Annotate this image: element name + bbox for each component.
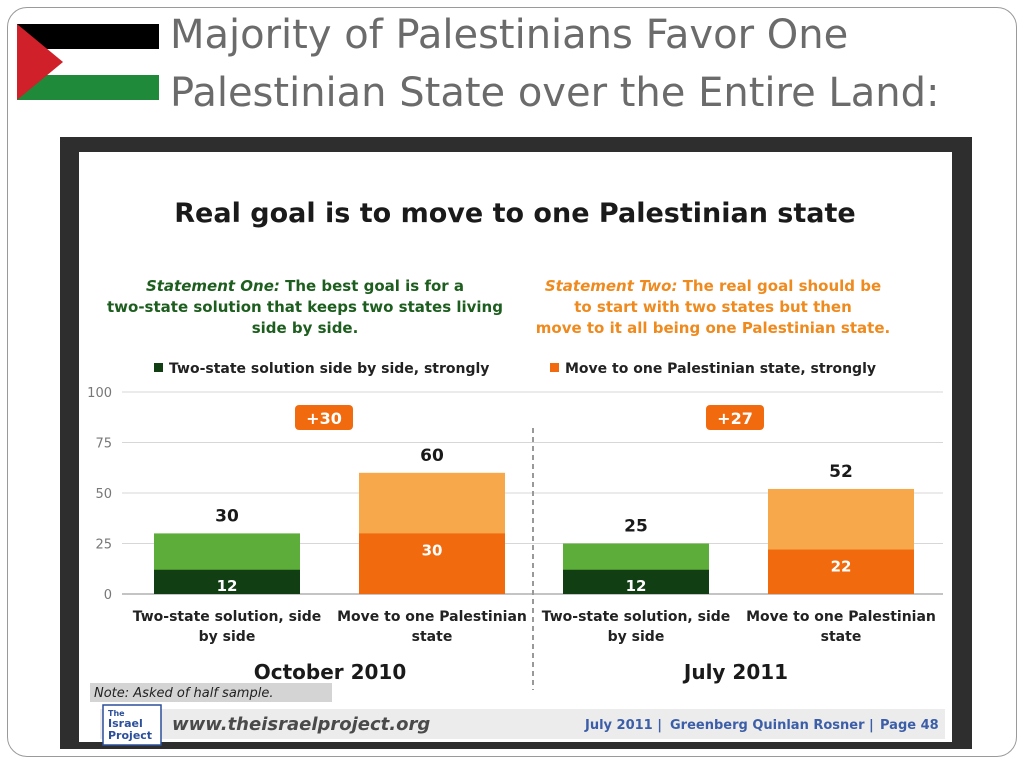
palestinian-flag-icon <box>17 24 159 100</box>
bar-total-label: 30 <box>215 506 239 526</box>
bar-total-label: 25 <box>624 517 648 537</box>
bar-strongly-label: 12 <box>217 577 238 595</box>
bar-total-label: 52 <box>829 462 853 482</box>
chart-panel <box>79 152 952 742</box>
x-category-label: Move to one Palestinian state <box>337 609 527 645</box>
israel-project-logo <box>102 704 162 746</box>
legend-swatch-one-state <box>550 363 559 372</box>
footer-date: July 2011 | <box>584 718 662 733</box>
y-tick-label: 75 <box>95 437 112 452</box>
bar-strongly-label: 30 <box>422 541 443 559</box>
footer-url: www.theisraelproject.org <box>172 714 430 735</box>
logo-text-israel: Israel <box>108 717 143 730</box>
footer-page: Page 48 <box>880 718 939 733</box>
y-tick-label: 100 <box>87 386 112 401</box>
flag-triangle-red <box>17 24 63 100</box>
difference-callout-box <box>706 405 764 430</box>
bar-strongly <box>359 533 505 594</box>
group-label: October 2010 <box>254 660 407 684</box>
bar-strongly <box>563 569 709 594</box>
legend-swatch-two-state <box>154 363 163 372</box>
note-text: Note: Asked of half sample. <box>94 686 273 701</box>
statement-one: Statement One: The best goal is for a two… <box>107 277 503 337</box>
x-category-label: Two-state solution, side by side <box>542 609 731 645</box>
difference-callout-box <box>295 405 353 430</box>
slide-title: Majority of Palestinians Favor One Pales… <box>170 12 940 116</box>
y-tick-label: 25 <box>95 538 112 553</box>
x-category-label: Move to one Palestinian state <box>746 609 936 645</box>
bar-strongly-label: 22 <box>831 558 852 576</box>
chart-title: Real goal is to move to one Palestinian … <box>174 198 855 229</box>
note-box <box>90 683 332 702</box>
footer-source: Greenberg Quinlan Rosner | <box>670 718 874 733</box>
group-label: July 2011 <box>682 660 788 684</box>
legend-label-one-state: Move to one Palestinian state, strongly <box>565 361 876 377</box>
logo-text-project: Project <box>108 729 152 742</box>
y-tick-label: 0 <box>104 588 112 603</box>
difference-callout-label: +27 <box>717 409 753 428</box>
bar-strongly <box>768 549 914 594</box>
bar-total-label: 60 <box>420 446 444 466</box>
bar-strongly-label: 12 <box>626 577 647 595</box>
footer-band <box>100 709 945 739</box>
x-category-label: Two-state solution, side by side <box>133 609 322 645</box>
y-tick-label: 50 <box>95 487 112 502</box>
bar-strongly <box>154 569 300 594</box>
legend-label-two-state: Two-state solution side by side, strongl… <box>169 361 489 377</box>
logo-text-the: The <box>108 709 125 718</box>
statement-two: Statement Two: The real goal should be to… <box>536 277 890 337</box>
difference-callout-label: +30 <box>306 409 342 428</box>
